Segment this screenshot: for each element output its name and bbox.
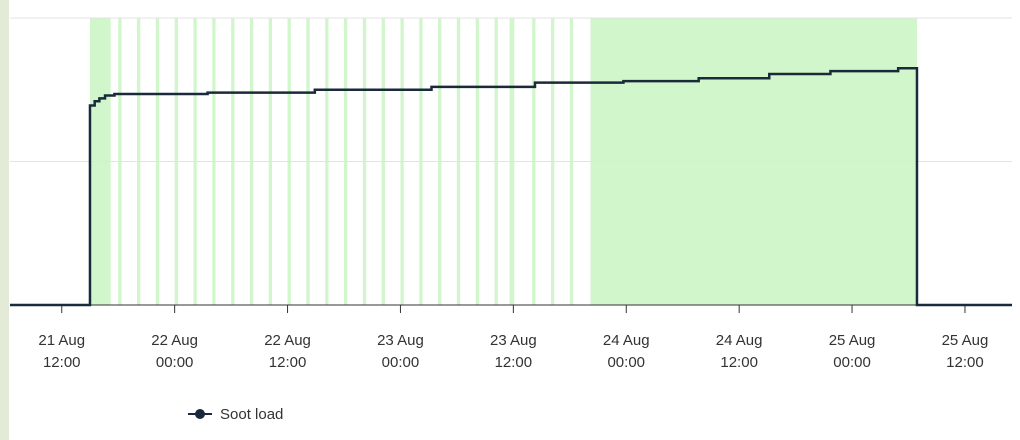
x-tick-label-line: 22 Aug [264, 332, 311, 349]
x-tick-label-line: 24 Aug [603, 332, 650, 349]
x-tick-label-line: 12:00 [720, 354, 758, 371]
x-tick-label-line: 25 Aug [829, 332, 876, 349]
x-tick-label-line: 12:00 [43, 354, 81, 371]
map-edge [0, 0, 9, 440]
legend-marker [195, 409, 205, 419]
x-tick-label-line: 22 Aug [151, 332, 198, 349]
x-tick-label-line: 23 Aug [490, 332, 537, 349]
x-tick-label: 24 Aug 00:00 [603, 332, 650, 371]
x-tick-label: 24 Aug 12:00 [716, 332, 763, 371]
x-tick-label-line: 12:00 [495, 354, 533, 371]
x-tick-label: 25 Aug 12:00 [942, 332, 989, 371]
x-tick-label: 23 Aug 00:00 [377, 332, 424, 371]
x-tick-label: 22 Aug 12:00 [264, 332, 311, 371]
x-tick-label: 22 Aug 00:00 [151, 332, 198, 371]
legend-label: Soot load [220, 406, 283, 423]
x-tick-label-line: 00:00 [607, 354, 645, 371]
x-tick-label: 23 Aug 12:00 [490, 332, 537, 371]
x-tick-label: 25 Aug 00:00 [829, 332, 876, 371]
x-tick-label-line: 00:00 [833, 354, 871, 371]
x-tick-label-line: 12:00 [269, 354, 307, 371]
x-tick-label-line: 12:00 [946, 354, 984, 371]
x-tick-label-line: 21 Aug [38, 332, 85, 349]
x-tick-label-line: 00:00 [382, 354, 420, 371]
x-tick-label-line: 24 Aug [716, 332, 763, 349]
x-tick-label-line: 23 Aug [377, 332, 424, 349]
x-tick-label: 21 Aug 12:00 [38, 332, 85, 371]
x-tick-label-line: 25 Aug [942, 332, 989, 349]
x-tick-label-line: 00:00 [156, 354, 194, 371]
series-line [10, 66, 1012, 307]
